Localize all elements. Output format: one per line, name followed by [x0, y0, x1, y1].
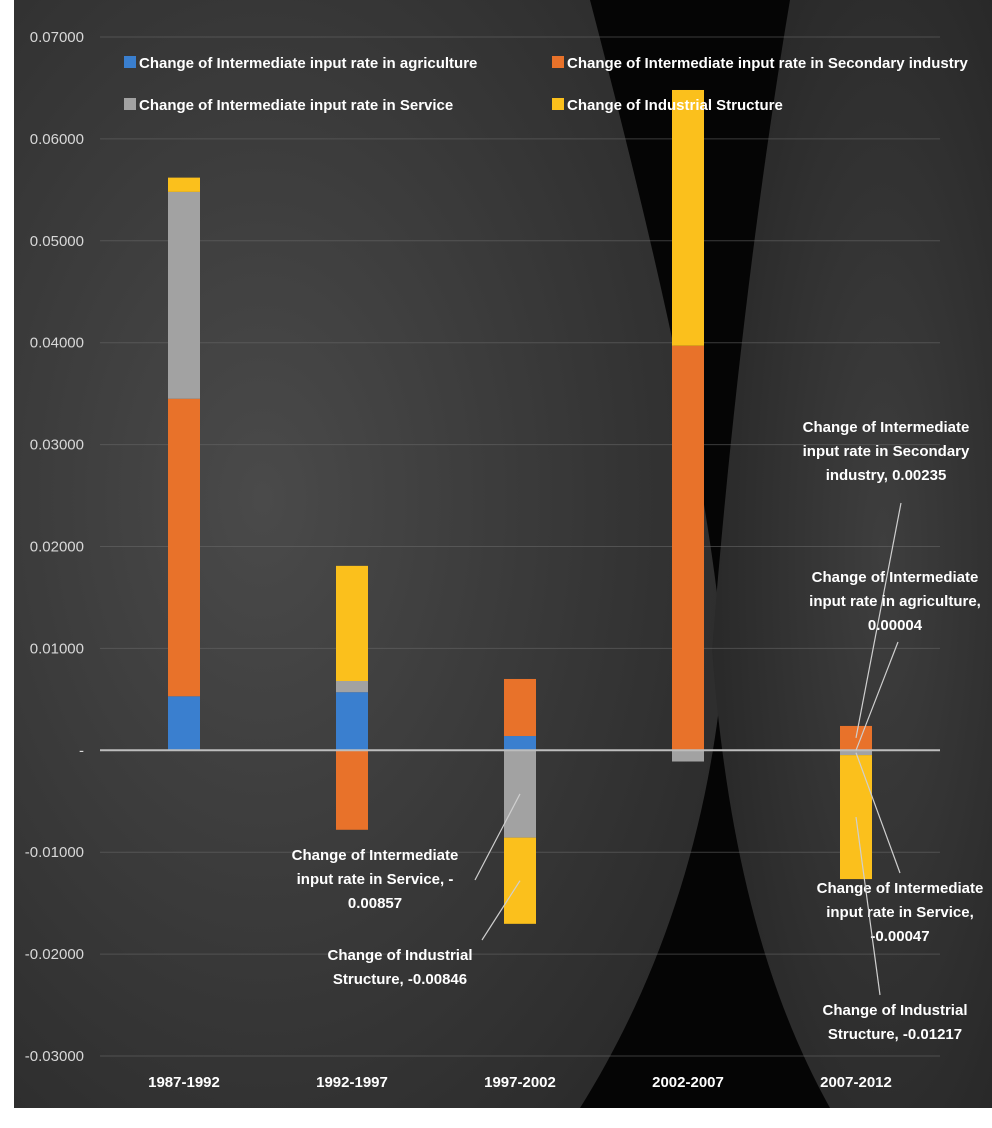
gridlines	[100, 36, 940, 1057]
x-tick-label: 1997-2002	[484, 1074, 556, 1091]
y-tick-label: 0.02000	[30, 539, 84, 556]
annotations: Change of Intermediate input rate in Serv…	[292, 419, 984, 1043]
data-label-line: Structure, -0.01217	[828, 1026, 962, 1043]
data-label-line: industry, 0.00235	[826, 467, 947, 484]
bar-segment	[504, 678, 536, 737]
annotation-leader-line	[855, 752, 901, 874]
annotation-leader-line	[855, 641, 899, 751]
annotation-leader-line	[855, 502, 902, 739]
data-label-line: input rate in agriculture,	[809, 593, 981, 610]
x-tick-label: 1987-1992	[148, 1074, 220, 1091]
legend-swatch	[552, 56, 564, 68]
bar-segment	[504, 736, 536, 751]
bar-segment	[840, 725, 872, 750]
y-tick-label: -0.01000	[25, 844, 84, 861]
bar-segment	[336, 750, 368, 830]
bar-segment	[672, 89, 704, 346]
data-label-line: Change of Intermediate	[817, 880, 984, 897]
x-tick-label: 2002-2007	[652, 1074, 724, 1091]
y-tick-label: 0.03000	[30, 437, 84, 454]
data-label: Change of Industrial Structure, -0.00846	[327, 947, 472, 988]
annotation-leader-line	[481, 880, 521, 941]
data-label-line: 0.00857	[348, 895, 402, 912]
bar-segment	[672, 345, 704, 751]
bar-segment	[504, 750, 536, 838]
y-tick-label: -0.02000	[25, 946, 84, 963]
legend-label: Change of Industrial Structure	[567, 97, 783, 114]
legend-label: Change of Intermediate input rate in Sec…	[567, 55, 969, 72]
legend-swatch	[124, 98, 136, 110]
y-tick-label: -0.03000	[25, 1048, 84, 1065]
bar-segment	[168, 398, 200, 697]
annotation-leader-line	[474, 793, 521, 881]
data-label: Change of Intermediate input rate in Serv…	[292, 847, 459, 912]
data-label-line: input rate in Secondary	[803, 443, 970, 460]
x-tick-label: 2007-2012	[820, 1074, 892, 1091]
x-axis: 1987-1992 1992-1997 1997-2002 2002-2007 2007…	[148, 1074, 892, 1091]
bars	[168, 89, 872, 924]
y-axis: 0.07000 0.06000 0.05000 0.04000 0.03000 0.020…	[25, 29, 84, 1065]
bar-segment	[336, 692, 368, 751]
y-tick-label: 0.01000	[30, 640, 84, 657]
bar-segment	[336, 681, 368, 693]
data-label-line: Change of Intermediate	[803, 419, 970, 436]
data-label-line: Change of Industrial	[327, 947, 472, 964]
data-label-line: -0.00047	[870, 928, 929, 945]
bar-segment	[168, 191, 200, 399]
legend-swatch	[552, 98, 564, 110]
data-label-line: Change of Intermediate	[812, 569, 979, 586]
data-label: Change of Industrial Structure, -0.01217	[822, 1002, 967, 1043]
data-label-line: Structure, -0.00846	[333, 971, 467, 988]
bar-segment	[336, 565, 368, 682]
y-tick-label: 0.06000	[30, 131, 84, 148]
data-label-line: 0.00004	[868, 617, 923, 634]
data-label-line: input rate in Service, -	[297, 871, 454, 888]
y-tick-label: 0.05000	[30, 233, 84, 250]
y-tick-label: 0.04000	[30, 335, 84, 352]
bar-segment	[672, 750, 704, 762]
data-label-line: Change of Intermediate	[292, 847, 459, 864]
data-label-line: Change of Industrial	[822, 1002, 967, 1019]
y-tick-label: -	[79, 742, 84, 759]
data-label: Change of Intermediate input rate in Seco…	[803, 419, 970, 484]
bar-segment	[168, 177, 200, 192]
legend-swatch	[124, 56, 136, 68]
legend-label: Change of Intermediate input rate in agr…	[139, 55, 477, 72]
annotation-leader-line	[855, 817, 881, 996]
data-label-line: input rate in Service,	[826, 904, 974, 921]
bar-segment	[168, 696, 200, 751]
legend-label: Change of Intermediate input rate in Ser…	[139, 97, 453, 114]
y-tick-label: 0.07000	[30, 29, 84, 46]
data-label: Change of Intermediate input rate in agri…	[809, 569, 981, 634]
data-label: Change of Intermediate input rate in Serv…	[817, 880, 984, 945]
x-tick-label: 1992-1997	[316, 1074, 388, 1091]
legend: Change of Intermediate input rate in agr…	[124, 55, 969, 114]
